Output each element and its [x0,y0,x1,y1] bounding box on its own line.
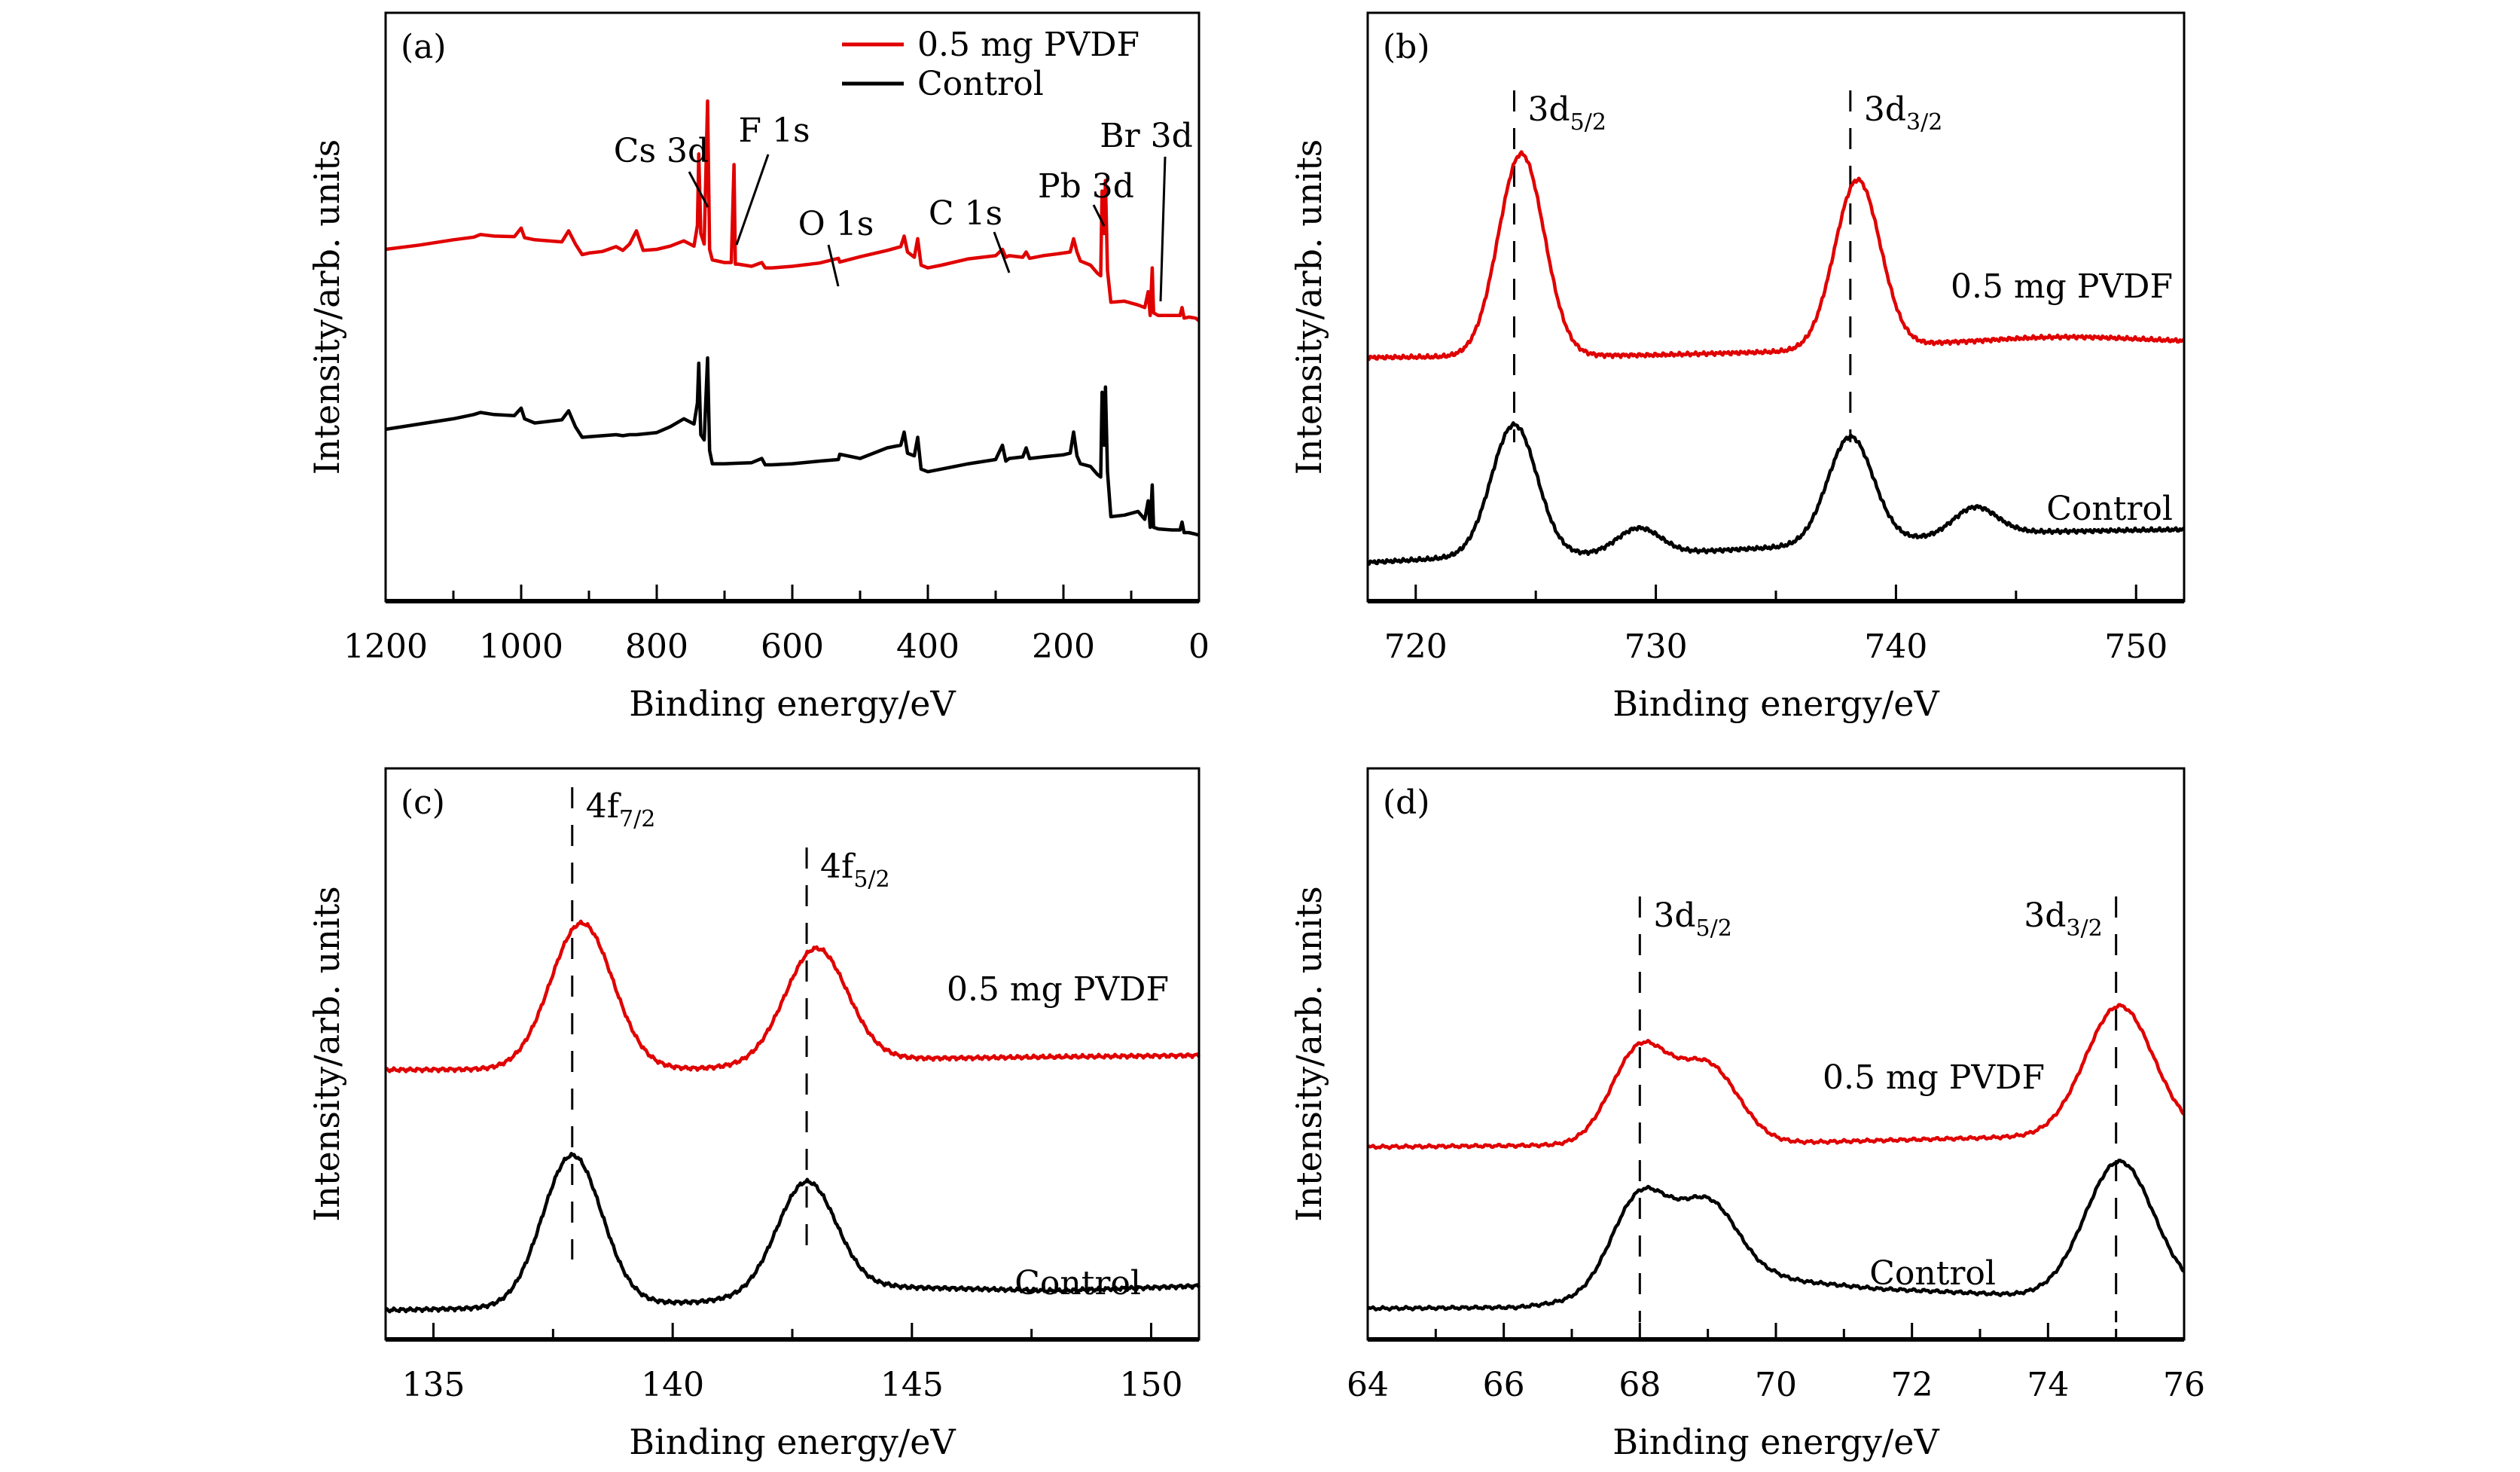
annotation-leader-line [827,244,840,287]
series-label: Control [2046,490,2173,528]
series-line-pvdf [385,99,1201,322]
series-line-pvdf [1366,150,2186,362]
x-axis-title: Binding energy/eV [629,1422,956,1462]
orbital-name: 3d [1864,90,1906,129]
x-tick-label: 200 [1032,628,1095,666]
chart-panel-b: 720 730 740 750 Binding energy/eV Intensity/a… [1289,11,2186,724]
legend-label: 0.5 mg PVDF [917,26,1139,64]
peak-annotation-label: Cs 3d [614,132,709,170]
x-tick-label: 135 [402,1366,465,1404]
x-tick-label: 400 [896,628,959,666]
y-axis-title: Intensity/arb. units [1289,139,1329,475]
orbital-subscript: 7/2 [619,806,655,832]
annotation-leader-line [735,154,770,246]
y-axis-title: Intensity/arb. units [307,139,347,475]
annotation-leader-line [1092,204,1106,227]
chart-panel-a: 1200 1000 800 600 400 200 0 Binding energy/eV In… [307,11,1210,724]
annotation-leader-line [993,231,1011,273]
orbital-annotation: 3d3/2 [2024,896,2102,942]
series-line-control [385,356,1200,537]
orbital-name: 3d [1527,90,1570,129]
x-tick-label: 70 [1755,1366,1797,1404]
plot-frame [384,767,1201,1341]
x-tick-label: 76 [2163,1366,2205,1404]
series-line-pvdf [384,919,1201,1073]
orbital-subscript: 5/2 [1570,109,1606,136]
panel-label: (c) [401,783,445,822]
x-axis-title: Binding energy/eV [1612,1422,1939,1462]
orbital-subscript: 5/2 [853,866,889,893]
orbital-annotation: 3d5/2 [1653,896,1731,942]
panel-label: (a) [401,28,447,66]
panel-label: (d) [1383,783,1430,822]
orbital-name: 3d [2024,896,2066,935]
x-tick-label: 800 [625,628,688,666]
series-label: Control [1869,1254,1996,1293]
peak-annotation-label: O 1s [798,205,874,243]
series-line-control [1366,421,2186,567]
x-tick-label: 68 [1618,1366,1661,1404]
x-tick-label: 730 [1625,628,1688,666]
orbital-annotation: 3d3/2 [1864,90,1942,136]
x-tick-label: 150 [1119,1366,1182,1404]
x-tick-label: 66 [1483,1366,1525,1404]
series-line-pvdf [1366,1003,2186,1150]
annotation-leader-line [688,171,709,208]
x-tick-label: 140 [641,1366,704,1404]
peak-annotation-label: Br 3d [1100,117,1193,155]
orbital-annotation: 4f5/2 [820,847,890,893]
annotation-leader-line [1159,156,1167,302]
series-label: Control [1014,1264,1141,1303]
x-tick-label: 750 [2104,628,2168,666]
x-tick-label: 720 [1384,628,1448,666]
chart-panel-d: 64 66 68 70 72 74 76 Binding energy/eV Intensity… [1289,767,2205,1462]
x-tick-label: 74 [2027,1366,2069,1404]
series-line-control [384,1152,1201,1314]
x-tick-label: 1200 [343,628,428,666]
series-label: 0.5 mg PVDF [1951,267,2173,306]
y-axis-title: Intensity/arb. units [1289,886,1329,1222]
y-axis-title: Intensity/arb. units [307,886,347,1222]
orbital-annotation: 3d5/2 [1527,90,1606,136]
x-axis-title: Binding energy/eV [1612,683,1939,724]
x-tick-label: 0 [1188,628,1210,666]
peak-annotation-label: Pb 3d [1038,167,1134,206]
legend-label: Control [917,65,1044,103]
series-label: 0.5 mg PVDF [1823,1058,2045,1097]
orbital-name: 3d [1653,896,1695,935]
panel-label: (b) [1383,28,1430,66]
orbital-name: 4f [586,787,621,826]
orbital-subscript: 3/2 [1906,109,1942,136]
x-tick-label: 1000 [479,628,563,666]
chart-panel-c: 135 140 145 150 Binding energy/eV Intensity/a… [307,767,1201,1462]
series-label: 0.5 mg PVDF [947,970,1169,1009]
x-tick-label: 72 [1891,1366,1933,1404]
x-tick-label: 64 [1347,1366,1389,1404]
plot-frame [384,11,1201,603]
x-tick-label: 145 [880,1366,944,1404]
orbital-subscript: 3/2 [2066,915,2102,942]
plot-frame [1366,767,2186,1341]
orbital-name: 4f [820,847,856,886]
orbital-subscript: 5/2 [1696,915,1732,942]
peak-annotation-label: F 1s [738,111,810,150]
x-tick-label: 740 [1864,628,1927,666]
series-line-control [1366,1159,2186,1312]
peak-annotation-label: C 1s [929,194,1002,233]
x-tick-label: 600 [761,628,824,666]
orbital-annotation: 4f7/2 [586,787,656,832]
x-axis-title: Binding energy/eV [629,683,956,724]
